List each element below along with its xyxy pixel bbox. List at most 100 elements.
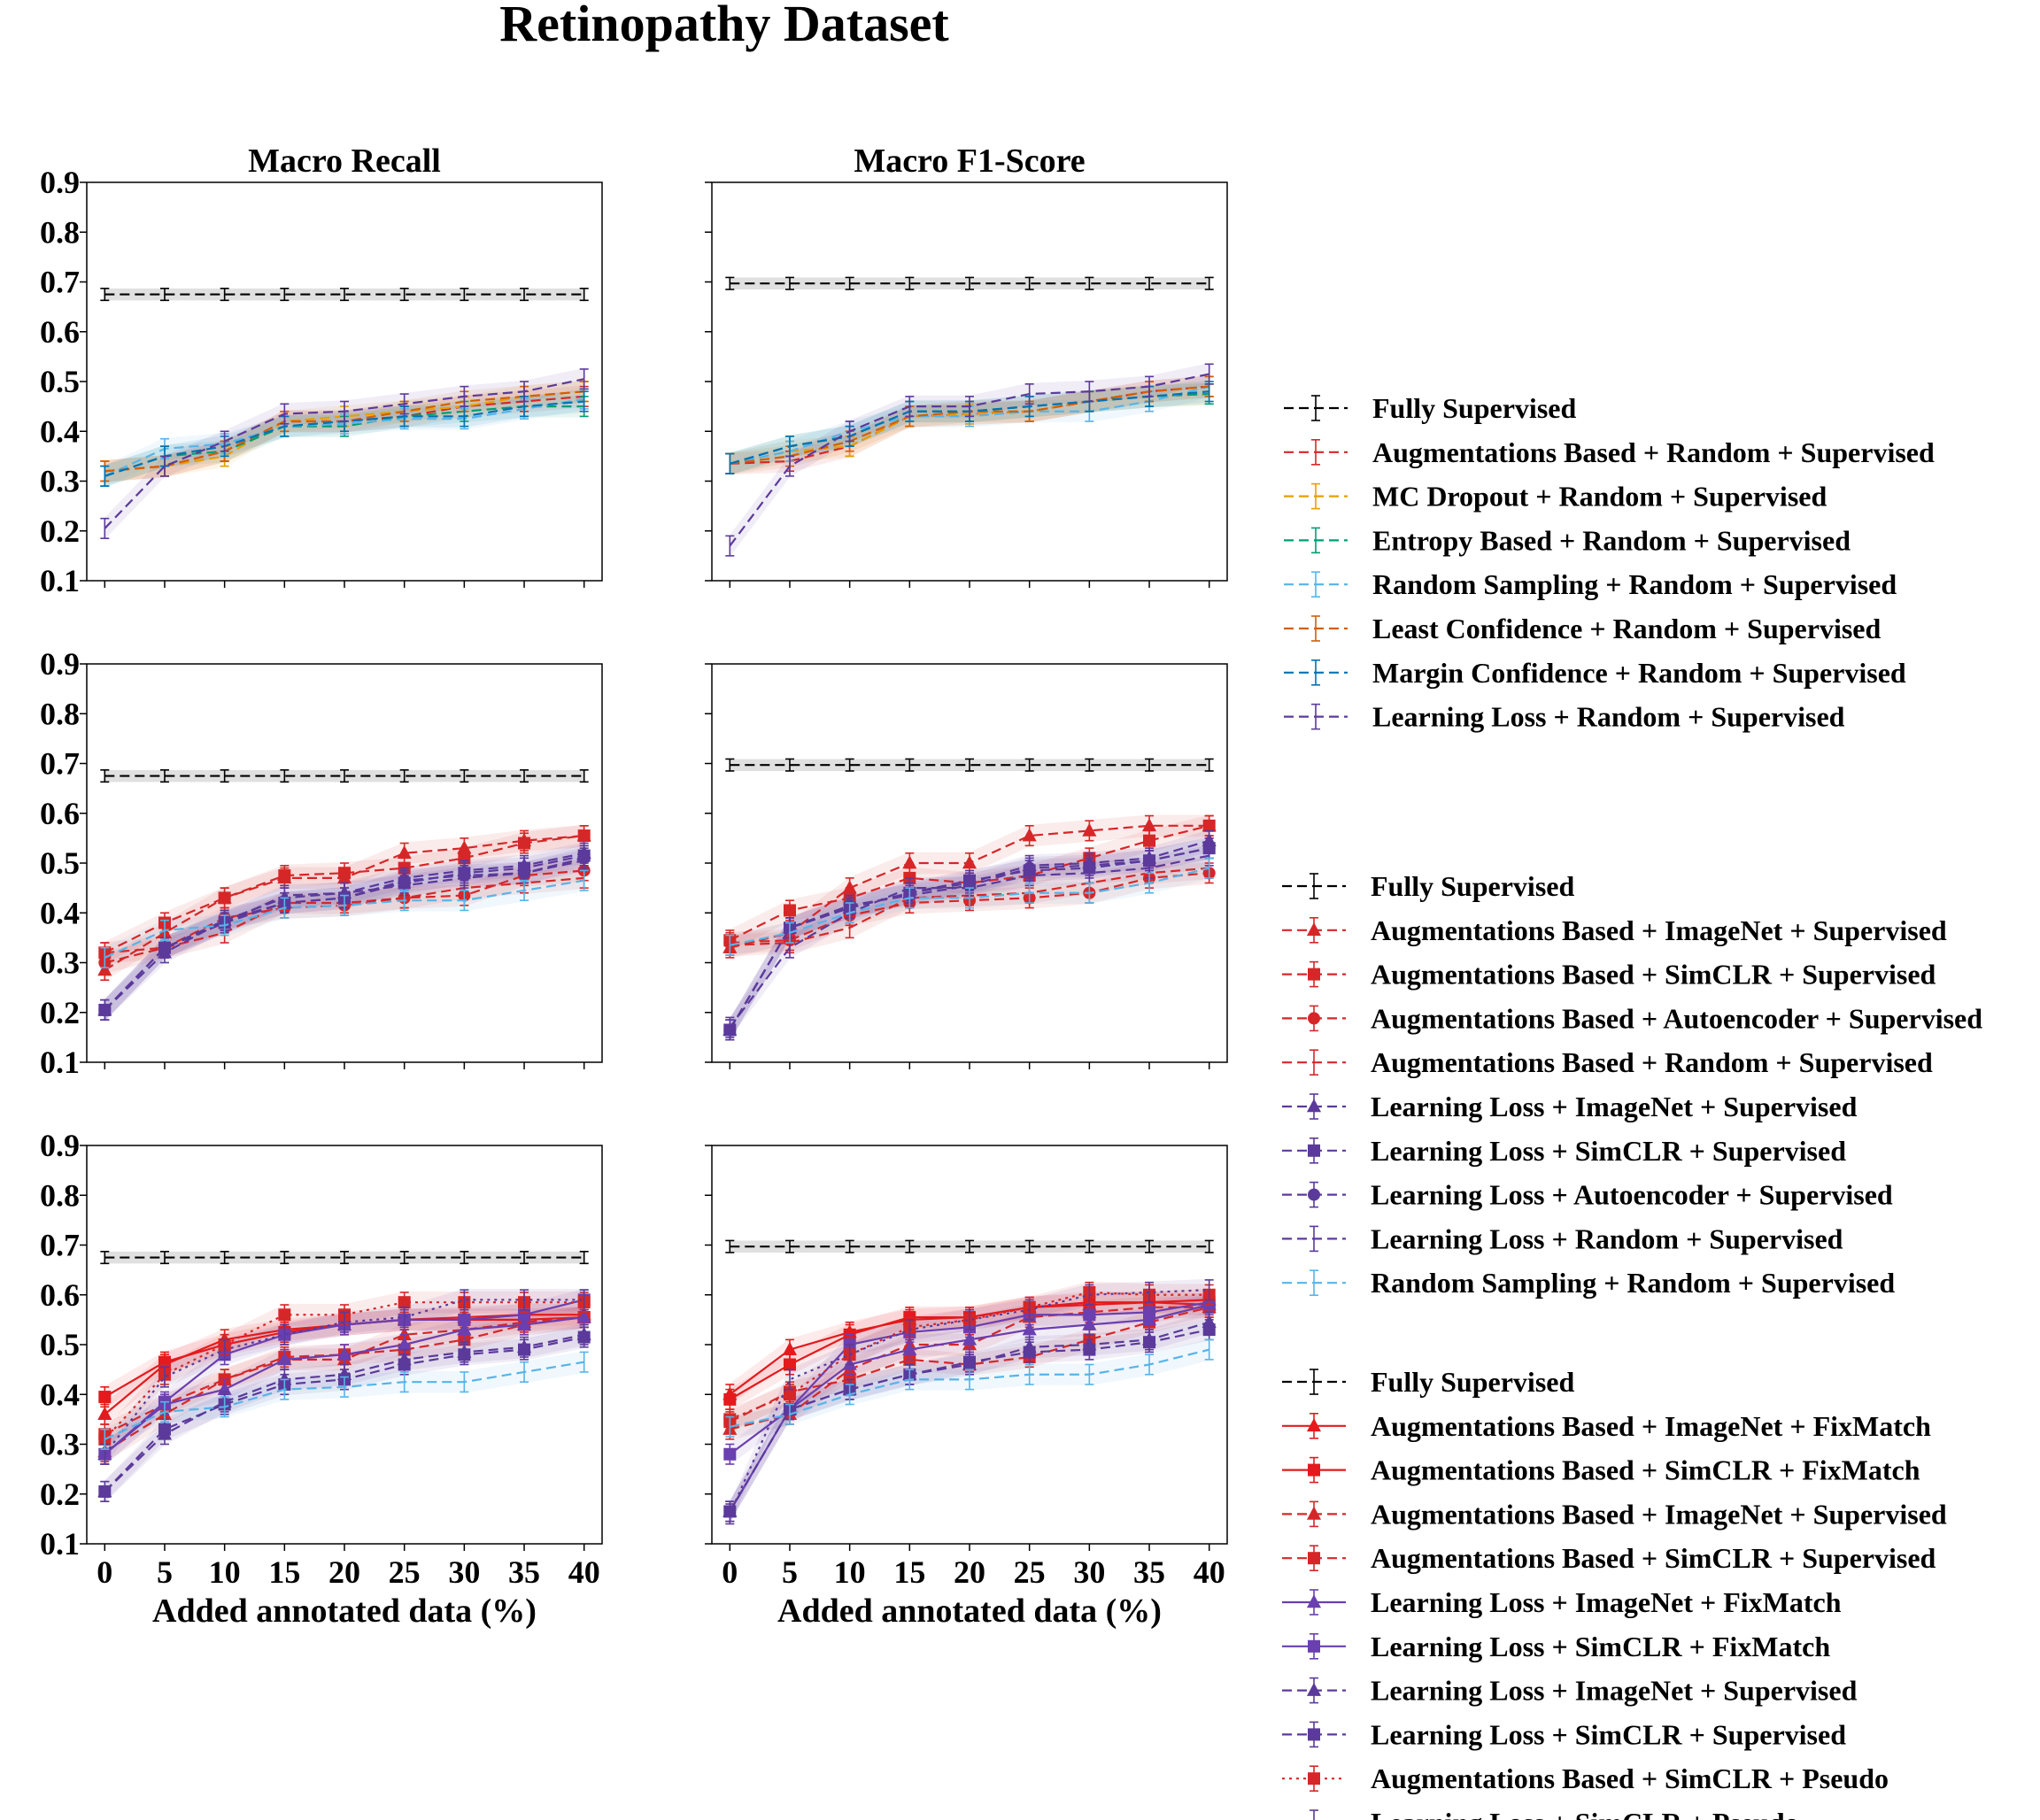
legend-label: Augmentations Based + ImageNet + FixMatc…: [1371, 1410, 1931, 1442]
data-point: [277, 1352, 292, 1366]
y-tick-label: 0.2: [40, 995, 80, 1030]
x-tick-label: 15: [893, 1554, 925, 1590]
data-point: [457, 840, 472, 854]
y-tick-label: 0.3: [40, 464, 80, 499]
y-tick-label: 0.6: [40, 1277, 80, 1313]
data-point: [98, 1391, 112, 1404]
y-tick-label: 0.9: [40, 165, 80, 200]
panel-r1-c0: 0.1 0.2 0.3 0.4 0.5 0.6 0.7 0.8 0.9: [40, 646, 603, 1080]
data-point: [1202, 819, 1216, 832]
data-point: [902, 1341, 917, 1355]
legend-marker: [1306, 1506, 1322, 1520]
legend-2: Fully Supervised Augmentations Based + Im…: [1282, 870, 1982, 1299]
data-point: [278, 1308, 291, 1322]
legend-label: Augmentations Based + SimCLR + Supervise…: [1371, 1542, 1936, 1574]
x-tick-label: 30: [448, 1554, 480, 1590]
data-point: [518, 837, 531, 850]
legend-label: Augmentations Based + SimCLR + Pseudo: [1371, 1762, 1889, 1794]
panel-r0-c0: Macro Recall 0.1 0.2 0.3 0.4 0.5 0.6 0.7 0.8 0.9: [40, 143, 603, 598]
panel-r2-c0: 0.1 0.2 0.3 0.4 0.5 0.6 0.7 0.8 0.9 0 5 10 15 20 25 30 3…: [40, 1128, 603, 1630]
panel-r1-c1: [705, 663, 1228, 1069]
y-tick-label: 0.8: [40, 214, 80, 250]
series-line: [729, 824, 1209, 942]
legend-label: Augmentations Based + ImageNet + Supervi…: [1371, 914, 1947, 946]
axes-frame: [86, 663, 603, 1063]
data-point: [963, 1355, 976, 1369]
legend-label: Learning Loss + ImageNet + FixMatch: [1371, 1586, 1842, 1618]
legend-marker: [1308, 1728, 1320, 1741]
y-tick-label: 0.5: [40, 1327, 80, 1362]
legend-label: Entropy Based + Random + Supervised: [1372, 524, 1851, 556]
legend-label: Fully Supervised: [1371, 870, 1574, 902]
series-line: [729, 1306, 1209, 1423]
legend-marker: [1308, 1188, 1320, 1201]
x-tick-label: 0: [97, 1554, 112, 1590]
legend-marker: [1308, 1463, 1320, 1477]
data-point: [1083, 1343, 1096, 1356]
plot-area: [722, 758, 1217, 1041]
legend-marker: [1306, 1594, 1322, 1608]
legend-label: Learning Loss + SimCLR + Pseudo: [1371, 1807, 1799, 1820]
legend-marker: [1308, 1772, 1320, 1785]
legend-marker: [1308, 1144, 1320, 1157]
data-point: [1023, 1346, 1036, 1359]
data-point: [98, 1485, 112, 1498]
data-point: [1022, 828, 1037, 842]
y-tick-label: 0.8: [40, 696, 80, 731]
x-tick-label: 40: [568, 1554, 600, 1590]
legend-marker: [1308, 1012, 1320, 1025]
data-point: [1022, 1322, 1037, 1336]
x-tick-label: 5: [157, 1554, 173, 1590]
data-point: [398, 1358, 411, 1371]
x-tick-label: 35: [508, 1554, 540, 1590]
x-tick-label: 5: [782, 1554, 798, 1590]
plot-area: [97, 769, 591, 1022]
data-point: [1082, 822, 1097, 837]
panels: Macro Recall0.10.20.30.40.50.60.70.80.9M…: [40, 143, 1228, 1630]
data-point: [398, 1296, 411, 1309]
legend-label: Learning Loss + Autoencoder + Supervised: [1371, 1179, 1893, 1211]
legend-marker: [1306, 1099, 1322, 1113]
legend-label: Learning Loss + ImageNet + Supervised: [1371, 1091, 1858, 1122]
uncertainty-band: [730, 829, 1209, 1041]
data-point: [577, 829, 591, 843]
data-point: [783, 1358, 796, 1371]
data-point: [1141, 818, 1157, 832]
legend-label: Augmentations Based + Random + Supervise…: [1372, 436, 1935, 468]
x-tick-label: 30: [1073, 1554, 1105, 1590]
legend-label: Random Sampling + Random + Supervised: [1371, 1267, 1895, 1299]
legend-marker: [1308, 1639, 1320, 1653]
data-point: [1202, 1323, 1216, 1337]
legend-label: Least Confidence + Random + Supervised: [1372, 613, 1881, 644]
plot-area: [722, 1239, 1217, 1525]
data-point: [278, 869, 291, 883]
axes-frame: [711, 1145, 1228, 1545]
x-axis-label: Added annotated data (%): [152, 1592, 537, 1630]
data-point: [576, 1309, 591, 1323]
y-tick-label: 0.8: [40, 1177, 80, 1213]
x-tick-label: 20: [328, 1554, 360, 1590]
y-tick-label: 0.7: [40, 265, 80, 300]
data-point: [782, 1341, 798, 1355]
legend-label: Learning Loss + SimCLR + Supervised: [1371, 1135, 1846, 1167]
axes-frame: [86, 181, 603, 582]
data-point: [902, 855, 917, 869]
axes-frame: [711, 181, 1228, 582]
data-point: [577, 1330, 591, 1344]
legend-label: Learning Loss + SimCLR + Supervised: [1371, 1718, 1846, 1750]
data-point: [397, 1337, 412, 1351]
legend-label: Learning Loss + Random + Supervised: [1372, 701, 1845, 733]
legend-marker: [1308, 1552, 1320, 1565]
y-tick-label: 0.5: [40, 364, 80, 399]
legend-label: Augmentations Based + Autoencoder + Supe…: [1371, 1002, 1982, 1034]
y-tick-label: 0.7: [40, 1228, 80, 1263]
x-tick-label: 40: [1194, 1554, 1225, 1590]
x-tick-label: 20: [954, 1554, 985, 1590]
legend-label: Augmentations Based + Random + Supervise…: [1371, 1046, 1933, 1078]
y-tick-label: 0.1: [40, 563, 80, 598]
uncertainty-band: [730, 814, 1209, 959]
legend-label: Random Sampling + Random + Supervised: [1372, 568, 1897, 600]
y-tick-label: 0.4: [40, 1377, 80, 1412]
x-tick-label: 10: [834, 1554, 866, 1590]
